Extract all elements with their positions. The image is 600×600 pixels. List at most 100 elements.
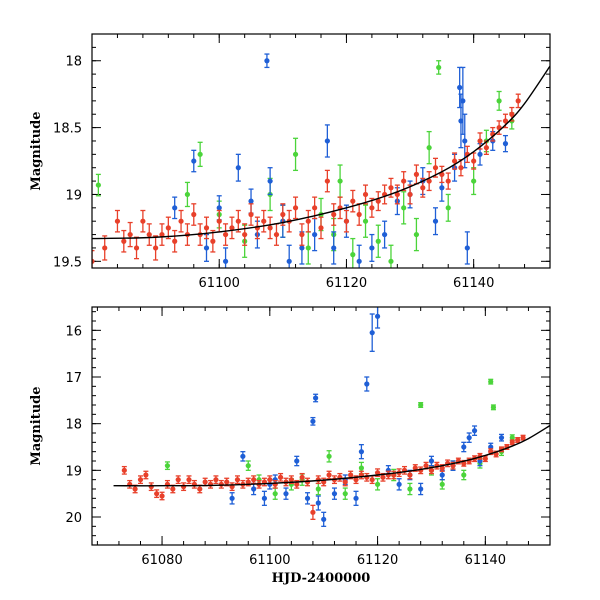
data-point-green xyxy=(305,245,311,251)
data-point-red xyxy=(331,211,337,218)
data-point-blue xyxy=(312,231,318,238)
data-point-red xyxy=(407,472,413,478)
x-tick-label: 61140 xyxy=(465,553,506,568)
data-point-green xyxy=(388,258,394,264)
data-point-red xyxy=(482,456,488,462)
data-point-red xyxy=(324,178,330,184)
data-point-blue xyxy=(466,435,472,441)
data-point-red xyxy=(380,474,386,480)
data-point-blue xyxy=(477,151,483,157)
data-point-blue xyxy=(369,330,375,336)
data-point-green xyxy=(401,205,407,211)
data-point-red xyxy=(207,481,214,487)
x-tick-label: 61140 xyxy=(453,276,494,291)
data-point-blue xyxy=(498,435,505,441)
data-point-blue xyxy=(418,486,424,492)
data-point-red xyxy=(312,205,318,211)
y-tick-label: 19 xyxy=(65,464,82,479)
data-point-blue xyxy=(313,395,319,401)
data-point-red xyxy=(343,218,350,224)
data-point-blue xyxy=(331,245,337,251)
data-point-blue xyxy=(324,138,330,144)
data-point-red xyxy=(451,158,458,164)
data-point-blue xyxy=(203,245,210,251)
top-panel: 61100 61120 61140 18 18.5 19 19.5 Magnitude xyxy=(29,33,551,291)
plot-frame xyxy=(91,33,551,269)
data-point-red xyxy=(509,111,515,117)
data-point-red xyxy=(127,231,133,238)
data-point-red xyxy=(165,225,171,231)
data-point-red xyxy=(216,218,222,224)
data-point-red xyxy=(218,481,224,487)
data-point-red xyxy=(146,231,152,238)
fit-curve xyxy=(113,424,550,487)
data-point-red xyxy=(458,165,464,171)
data-point-red xyxy=(394,191,400,198)
data-point-red xyxy=(203,225,210,231)
data-point-blue xyxy=(283,491,289,497)
y-tick-label: 19.5 xyxy=(53,255,82,270)
data-point-red xyxy=(445,178,451,184)
data-point-red xyxy=(133,245,140,251)
data-point-red xyxy=(318,225,324,231)
data-point-red xyxy=(224,479,230,485)
x-tick-label: 61100 xyxy=(249,553,290,568)
data-point-red xyxy=(483,145,489,151)
data-point-blue xyxy=(356,258,362,264)
data-point-blue xyxy=(248,198,254,204)
data-point-blue xyxy=(457,84,463,91)
data-point-blue xyxy=(353,495,359,501)
data-point-green xyxy=(292,151,299,157)
data-point-red xyxy=(197,486,203,492)
data-point-red xyxy=(299,231,305,238)
data-point-blue xyxy=(462,138,468,144)
y-axis-title: Magnitude xyxy=(29,111,44,190)
data-point-red xyxy=(509,439,515,445)
data-point-red xyxy=(251,477,257,483)
data-point-blue xyxy=(369,245,375,251)
data-point-red xyxy=(305,218,311,224)
y-tick-label: 17 xyxy=(65,371,82,386)
data-point-blue xyxy=(321,516,327,522)
data-point-red xyxy=(202,479,208,485)
y-axis-title: Magnitude xyxy=(29,386,44,465)
data-point-blue xyxy=(471,428,478,434)
data-point-red xyxy=(114,218,121,224)
data-point-red xyxy=(159,493,165,499)
data-point-blue xyxy=(286,258,292,264)
data-point-red xyxy=(439,465,445,471)
data-point-green xyxy=(445,205,451,211)
data-point-red xyxy=(267,225,273,231)
data-point-red xyxy=(102,245,108,251)
data-point-red xyxy=(132,486,138,492)
data-point-red xyxy=(210,238,216,244)
data-point-green xyxy=(374,481,381,487)
data-point-red xyxy=(477,138,483,144)
data-point-red xyxy=(356,211,362,218)
data-point-blue xyxy=(364,381,370,387)
y-tick-label: 18 xyxy=(65,418,82,433)
plot-frame xyxy=(91,306,551,546)
data-point-red xyxy=(181,484,187,490)
data-point-blue xyxy=(251,486,257,492)
data-point-blue xyxy=(439,472,445,478)
data-point-red xyxy=(92,258,95,264)
data-point-blue xyxy=(428,458,435,464)
data-point-blue xyxy=(382,231,388,238)
data-point-green xyxy=(488,379,494,385)
data-point-blue xyxy=(374,313,381,319)
data-point-blue xyxy=(396,481,402,487)
data-point-red xyxy=(222,231,229,238)
data-point-blue xyxy=(191,158,197,164)
data-point-red xyxy=(375,198,381,204)
data-point-red xyxy=(186,477,192,483)
data-point-green xyxy=(439,481,445,487)
data-point-red xyxy=(280,211,286,218)
data-point-blue xyxy=(460,98,466,104)
data-point-red xyxy=(315,477,321,483)
data-point-blue xyxy=(310,418,316,424)
data-point-red xyxy=(369,205,375,211)
data-point-blue xyxy=(331,491,338,497)
data-point-green xyxy=(461,472,467,478)
bottom-panel: 61080 61100 61120 61140 16 17 18 19 20 Magnitude H… xyxy=(29,306,551,586)
